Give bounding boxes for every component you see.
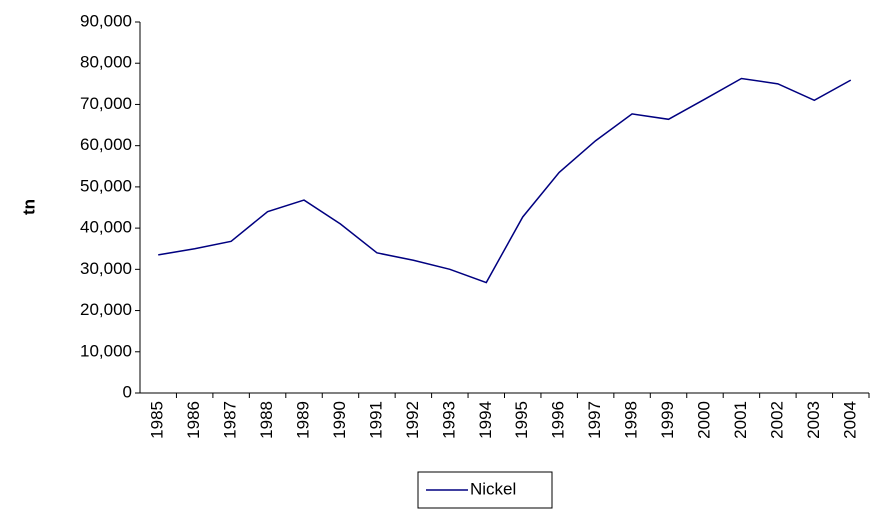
x-tick-label: 1985 xyxy=(148,401,167,439)
y-tick-label: 90,000 xyxy=(80,11,132,30)
x-tick-label: 1995 xyxy=(512,401,531,439)
y-tick-label: 50,000 xyxy=(80,176,132,195)
y-tick-label: 0 xyxy=(123,382,132,401)
line-series xyxy=(158,77,852,284)
x-tick-label: 1989 xyxy=(294,401,313,439)
x-tick-label: 1986 xyxy=(184,401,203,439)
x-tick-label: 2002 xyxy=(767,401,786,439)
x-tick-label: 1991 xyxy=(366,401,385,439)
y-tick-label: 70,000 xyxy=(80,94,132,113)
legend-label: Nickel xyxy=(470,479,516,498)
y-tick-label: 40,000 xyxy=(80,218,132,237)
x-tick-label: 1993 xyxy=(439,401,458,439)
x-tick-label: 1990 xyxy=(330,401,349,439)
y-tick-label: 20,000 xyxy=(80,300,132,319)
y-tick-label: 60,000 xyxy=(80,135,132,154)
y-axis-label: tn xyxy=(19,199,38,215)
x-tick-label: 1992 xyxy=(403,401,422,439)
x-tick-label: 1998 xyxy=(622,401,641,439)
y-tick-label: 30,000 xyxy=(80,259,132,278)
x-tick-label: 1988 xyxy=(257,401,276,439)
x-tick-label: 1987 xyxy=(221,401,240,439)
y-tick-label: 10,000 xyxy=(80,341,132,360)
x-tick-label: 2004 xyxy=(840,401,859,439)
x-tick-label: 1999 xyxy=(658,401,677,439)
x-tick-label: 1996 xyxy=(549,401,568,439)
x-tick-label: 2003 xyxy=(804,401,823,439)
x-tick-label: 2001 xyxy=(731,401,750,439)
x-tick-label: 1994 xyxy=(476,401,495,439)
y-tick-label: 80,000 xyxy=(80,53,132,72)
x-tick-label: 2000 xyxy=(694,401,713,439)
x-tick-label: 1997 xyxy=(585,401,604,439)
